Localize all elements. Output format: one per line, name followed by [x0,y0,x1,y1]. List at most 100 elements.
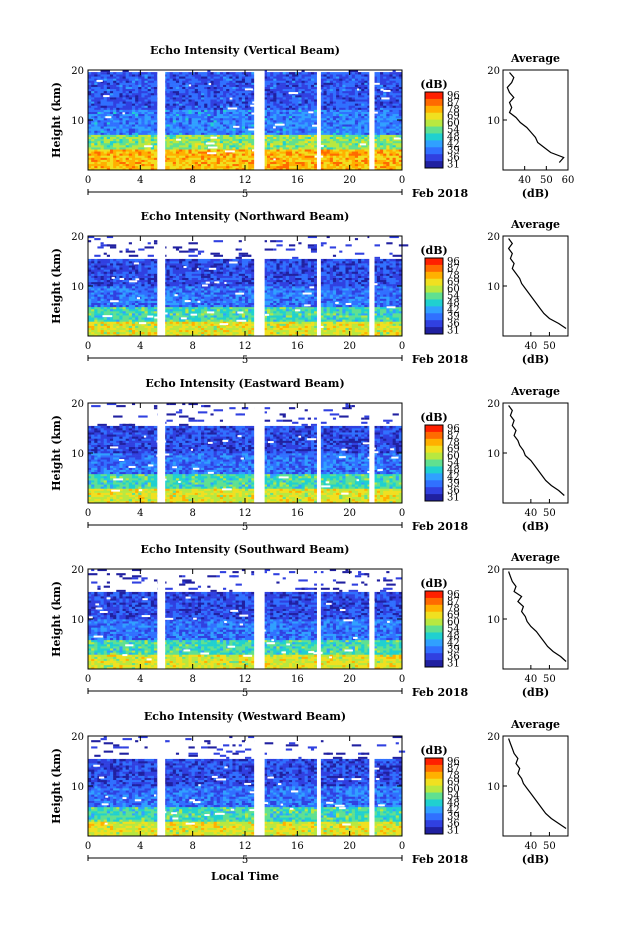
heatmap-cell [330,160,333,162]
heatmap-cell [336,85,339,87]
heatmap-cell [311,155,314,157]
heatmap-cell [217,153,220,155]
heatmap-cell [295,160,298,162]
heatmap-cell [141,78,144,80]
heatmap-cell [295,97,298,99]
heatmap-cell [239,147,242,149]
heatmap-cell [101,97,104,99]
heatmap-cell [361,137,364,139]
heatmap-cell [195,133,198,135]
heatmap-cell [201,158,204,160]
heatmap-cell [88,114,91,116]
heatmap-cell [311,145,314,147]
heatmap-cell [327,105,330,107]
heatmap-cell [302,133,305,135]
heatmap-cell [88,93,91,95]
heatmap-cell [101,83,104,85]
heatmap-cell [123,147,126,149]
heatmap-cell [273,153,276,155]
heatmap-cell [276,164,279,166]
heatmap-cell [286,164,289,166]
heatmap-cell [298,130,301,132]
heatmap-cell [324,120,327,122]
heatmap-cell [173,151,176,153]
heatmap-cell [286,74,289,76]
heatmap-cell [239,120,242,122]
heatmap-cell [135,108,138,110]
heatmap-cell [173,83,176,85]
heatmap-cell [273,116,276,118]
heatmap-cell [342,139,345,141]
heatmap-cell [138,76,141,78]
heatmap-cell [339,155,342,157]
heatmap-cell [383,141,386,143]
heatmap-cell [132,332,135,334]
heatmap-cell [267,83,270,85]
heatmap-cell [239,130,242,132]
heatmap-cell [132,160,135,162]
heatmap-cell [302,118,305,120]
heatmap-cell [342,116,345,118]
heatmap-cell [135,145,138,147]
heatmap-cell [182,93,185,95]
heatmap-cell [107,72,110,74]
heatmap-cell [173,99,176,101]
heatmap-cell [107,112,110,114]
heatmap-cell [286,85,289,87]
heatmap-cell [377,91,380,93]
heatmap-cell [242,158,245,160]
heatmap-cell [223,124,226,126]
heatmap-cell [229,120,232,122]
heatmap-cell [185,83,188,85]
heatmap-cell [217,72,220,74]
heatmap-cell [324,166,327,168]
heatmap-cell [138,85,141,87]
heatmap-cell [270,116,273,118]
heatmap-cell [223,128,226,130]
heatmap-cell [352,74,355,76]
heatmap-cell [141,151,144,153]
heatmap-cell [327,78,330,80]
heatmap-cell [119,149,122,151]
heatmap-cell [223,110,226,112]
heatmap-cell [333,128,336,130]
heatmap-cell [214,91,217,93]
heatmap-cell [273,135,276,137]
heatmap-cell [352,95,355,97]
heatmap-cell [223,85,226,87]
heatmap-cell [355,95,358,97]
heatmap-cell [204,120,207,122]
heatmap-cell [170,101,173,103]
heatmap-cell [324,133,327,135]
heatmap-cell [210,149,213,151]
heatmap-cell [182,76,185,78]
heatmap-cell [176,97,179,99]
heatmap-cell [267,118,270,120]
heatmap-cell [104,120,107,122]
heatmap-cell [104,130,107,132]
heatmap-cell [91,139,94,141]
heatmap-cell [198,124,201,126]
heatmap-cell [148,147,151,149]
heatmap-cell [132,72,135,74]
heatmap-cell [248,72,251,74]
heatmap-cell [173,105,176,107]
missing-echo [176,139,181,141]
heatmap-cell [113,99,116,101]
heatmap-cell [358,91,361,93]
heatmap-cell [324,137,327,139]
heatmap-cell [280,166,283,168]
heatmap-cell [352,112,355,114]
heatmap-cell [113,112,116,114]
heatmap-cell [229,101,232,103]
heatmap-cell [167,128,170,130]
heatmap-cell [280,99,283,101]
heatmap-cell [380,122,383,124]
heatmap-cell [185,112,188,114]
heatmap-cell [355,108,358,110]
heatmap-cell [167,78,170,80]
heatmap-cell [138,139,141,141]
heatmap-cell [327,74,330,76]
heatmap-cell [283,110,286,112]
heatmap-cell [286,124,289,126]
